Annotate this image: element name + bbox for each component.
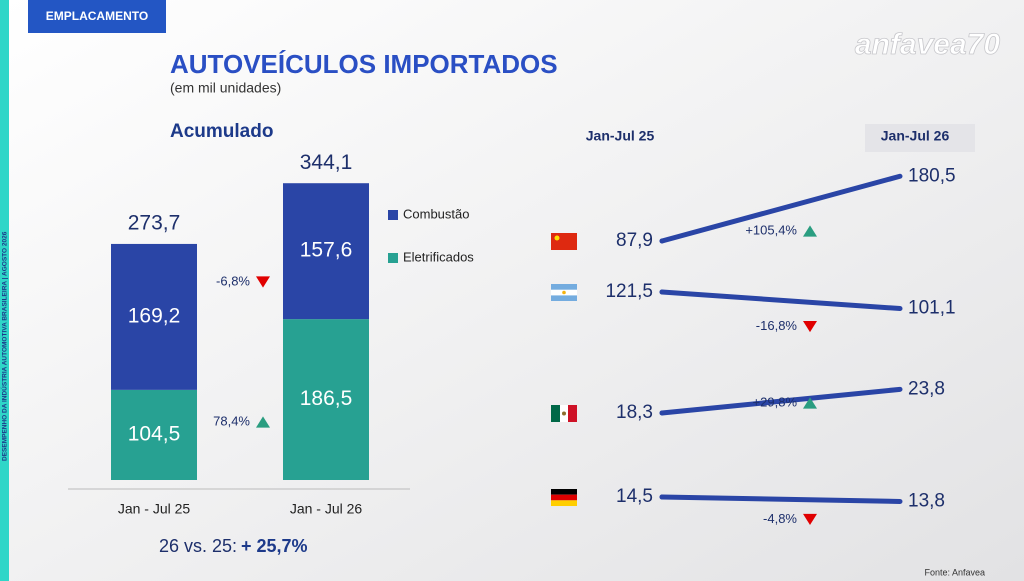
flag	[551, 489, 577, 495]
slope-start	[659, 494, 665, 500]
slope-line	[659, 173, 903, 244]
chart-title: Acumulado	[170, 121, 273, 142]
flag	[551, 233, 577, 250]
flag	[551, 500, 577, 507]
legend-label: Eletrificados	[403, 249, 474, 264]
end-value-label: 13,8	[908, 490, 945, 511]
subtitle: (em mil unidades)	[170, 80, 281, 96]
flag	[554, 235, 560, 241]
start-value-label: 121,5	[605, 281, 653, 302]
end-value-label: 23,8	[908, 378, 945, 399]
slope-start	[659, 289, 665, 295]
change-arrow	[803, 225, 817, 237]
bar-segment	[111, 243, 197, 390]
total-label: 344,1	[300, 151, 353, 174]
end-value-label: 101,1	[908, 298, 956, 319]
title: AUTOVEÍCULOS IMPORTADOS	[170, 49, 558, 79]
side-strip	[0, 0, 9, 581]
source: Fonte: Anfavea	[924, 567, 985, 577]
slope-line	[659, 386, 903, 416]
change-arrow	[803, 397, 817, 409]
change-label: -4,8%	[763, 511, 797, 526]
change-arrow	[256, 276, 270, 288]
annotation-text: 26 vs. 25:	[159, 536, 237, 556]
logo: anfavea70	[855, 28, 1000, 61]
change-label: 78,4%	[213, 413, 250, 428]
change-arrow	[256, 416, 270, 428]
bar-value-label: 104,5	[128, 422, 181, 445]
change-label: +105,4%	[745, 222, 797, 237]
slope-start	[659, 410, 665, 416]
start-value-label: 14,5	[616, 486, 653, 507]
flag	[568, 405, 577, 422]
slope-line	[659, 494, 903, 504]
bar-value-label: 157,6	[300, 239, 353, 262]
change-label: -16,8%	[756, 318, 798, 333]
start-value-label: 87,9	[616, 230, 653, 251]
bar-segment	[283, 183, 369, 320]
column-header: Jan-Jul 26	[881, 128, 950, 144]
bar-value-label: 169,2	[128, 304, 181, 327]
legend-swatch	[388, 253, 398, 263]
flag	[551, 494, 577, 501]
annotation-value: + 25,7%	[241, 536, 308, 556]
column-header-box	[865, 124, 975, 152]
legend-swatch	[388, 210, 398, 220]
end-value-label: 180,5	[908, 165, 956, 186]
start-value-label: 18,3	[616, 402, 653, 423]
x-tick-label: Jan - Jul 26	[290, 501, 363, 517]
change-arrow	[803, 513, 817, 526]
side-text: DESEMPENHO DA INDÚSTRIA AUTOMOTIVA BRASI…	[0, 231, 9, 461]
header-tag: EMPLACAMENTO	[46, 9, 148, 23]
column-header: Jan-Jul 25	[586, 128, 655, 144]
change-arrow	[803, 320, 817, 333]
slope-start	[659, 238, 665, 244]
header-tag-box	[28, 0, 166, 33]
legend-label: Combustão	[403, 206, 469, 221]
total-label: 273,7	[128, 211, 181, 234]
flag	[551, 405, 560, 422]
change-label: +29,8%	[753, 394, 798, 409]
bar-segment	[111, 389, 197, 480]
change-label: -6,8%	[216, 273, 250, 288]
flag	[562, 290, 566, 295]
flag	[562, 411, 566, 416]
slope-line	[659, 289, 903, 312]
bar-value-label: 186,5	[300, 387, 353, 410]
bar-segment	[283, 319, 369, 480]
x-tick-label: Jan - Jul 25	[118, 501, 191, 517]
